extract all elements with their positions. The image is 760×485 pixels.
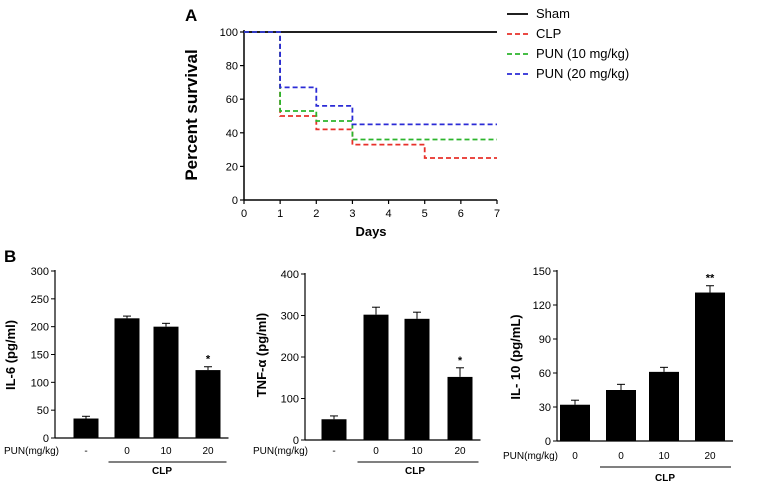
tnf-bar — [447, 376, 473, 440]
il6-bar-chart: 0 50 100 150 200 250 300 - 0 10 * 20 — [31, 266, 229, 463]
il10-category-label: 10 — [658, 451, 670, 462]
legend-label-sham: Sham — [536, 6, 570, 21]
il10-category-label: 0 — [572, 451, 578, 462]
il6-bar — [73, 418, 99, 438]
survival-y-tick-label: 80 — [226, 61, 238, 73]
il6-y-axis-label: IL-6 (pg/ml) — [3, 320, 18, 390]
il10-y-tick-label: 150 — [533, 266, 551, 278]
il10-y-tick-label: 60 — [539, 368, 551, 380]
tnf-y-axis-label: TNF-α (pg/ml) — [254, 313, 269, 398]
il6-category-label: 20 — [202, 446, 214, 457]
il6-y-tick-label: 150 — [31, 350, 49, 362]
il10-category-label: 0 — [618, 451, 624, 462]
legend-label-pun-10: PUN (10 mg/kg) — [536, 46, 629, 61]
survival-x-tick-label: 0 — [241, 208, 247, 220]
survival-y-tick-label: 60 — [226, 94, 238, 106]
survival-chart: 0 20 40 60 80 100 0 1 2 3 4 5 6 7 — [220, 27, 500, 220]
survival-x-tick-label: 6 — [458, 208, 464, 220]
tnf-y-tick-label: 0 — [293, 435, 299, 447]
panel-label-b: B — [4, 247, 16, 266]
tnf-pun-row-label: PUN(mg/kg) — [253, 446, 308, 457]
legend-label-clp: CLP — [536, 26, 561, 41]
il10-bar — [649, 371, 679, 441]
tnf-significance-marker: * — [458, 355, 463, 367]
survival-x-tick-label: 7 — [494, 208, 500, 220]
survival-x-tick-label: 2 — [313, 208, 319, 220]
il6-significance-marker: * — [206, 354, 211, 366]
il6-bar — [153, 326, 179, 438]
il10-significance-marker: ** — [706, 273, 715, 285]
survival-curve-clp — [244, 31, 497, 159]
survival-x-tick-label: 3 — [349, 208, 355, 220]
il10-category-label: 20 — [704, 451, 716, 462]
survival-x-tick-label: 4 — [386, 208, 392, 220]
il6-category-label: 10 — [160, 446, 172, 457]
il6-y-tick-label: 250 — [31, 294, 49, 306]
il6-pun-row-label: PUN(mg/kg) — [4, 446, 59, 457]
survival-curve-pun-10-mg-kg — [244, 31, 497, 141]
il6-category-label: 0 — [124, 446, 130, 457]
il10-clp-label: CLP — [655, 473, 675, 484]
tnf-y-tick-label: 400 — [281, 269, 299, 281]
legend-label-pun-20: PUN (20 mg/kg) — [536, 66, 629, 81]
il6-y-tick-label: 100 — [31, 377, 49, 389]
tnf-category-label: 0 — [373, 446, 379, 457]
survival-x-tick-label: 5 — [422, 208, 428, 220]
il10-pun-row-label: PUN(mg/kg) — [503, 451, 558, 462]
survival-legend: Sham CLP PUN (10 mg/kg) PUN (20 mg/kg) — [507, 6, 629, 81]
il6-category-label: - — [84, 446, 87, 457]
il6-bar — [195, 370, 221, 438]
tnf-y-tick-label: 300 — [281, 311, 299, 323]
tnf-y-tick-label: 200 — [281, 352, 299, 364]
il10-bar — [695, 292, 725, 441]
il10-bar — [606, 390, 636, 441]
tnf-clp-label: CLP — [405, 466, 425, 477]
il10-y-tick-label: 90 — [539, 334, 551, 346]
survival-curve-pun-20-mg-kg — [244, 31, 497, 126]
survival-y-tick-label: 20 — [226, 161, 238, 173]
tnf-category-label: 20 — [454, 446, 466, 457]
survival-y-tick-label: 40 — [226, 128, 238, 140]
tnf-bar-chart: 0 100 200 300 400 - 0 10 * 20 — [281, 269, 481, 463]
survival-x-axis-label: Days — [355, 224, 386, 239]
tnf-bar — [404, 318, 430, 440]
tnf-y-tick-label: 100 — [281, 394, 299, 406]
panel-label-a: A — [185, 6, 197, 25]
il6-y-tick-label: 0 — [43, 433, 49, 445]
il10-bar-chart: 0 30 60 90 120 150 0 0 10 ** 20 — [533, 266, 733, 468]
tnf-category-label: 10 — [411, 446, 423, 457]
il10-y-tick-label: 0 — [545, 436, 551, 448]
survival-y-tick-label: 100 — [220, 27, 238, 39]
il10-y-tick-label: 30 — [539, 402, 551, 414]
tnf-category-label: - — [332, 446, 335, 457]
survival-y-tick-label: 0 — [232, 195, 238, 207]
survival-y-axis-label: Percent survival — [182, 49, 201, 180]
il6-y-tick-label: 200 — [31, 322, 49, 334]
tnf-bar — [363, 314, 389, 440]
il10-y-axis-label: IL- 10 (pg/mL) — [508, 314, 523, 399]
il10-y-tick-label: 120 — [533, 300, 551, 312]
il6-y-tick-label: 50 — [37, 405, 49, 417]
il6-clp-label: CLP — [152, 466, 172, 477]
il6-y-tick-label: 300 — [31, 266, 49, 278]
survival-x-tick-label: 1 — [277, 208, 283, 220]
il6-bar — [114, 318, 140, 438]
tnf-bar — [321, 419, 347, 440]
il10-bar — [560, 404, 590, 441]
